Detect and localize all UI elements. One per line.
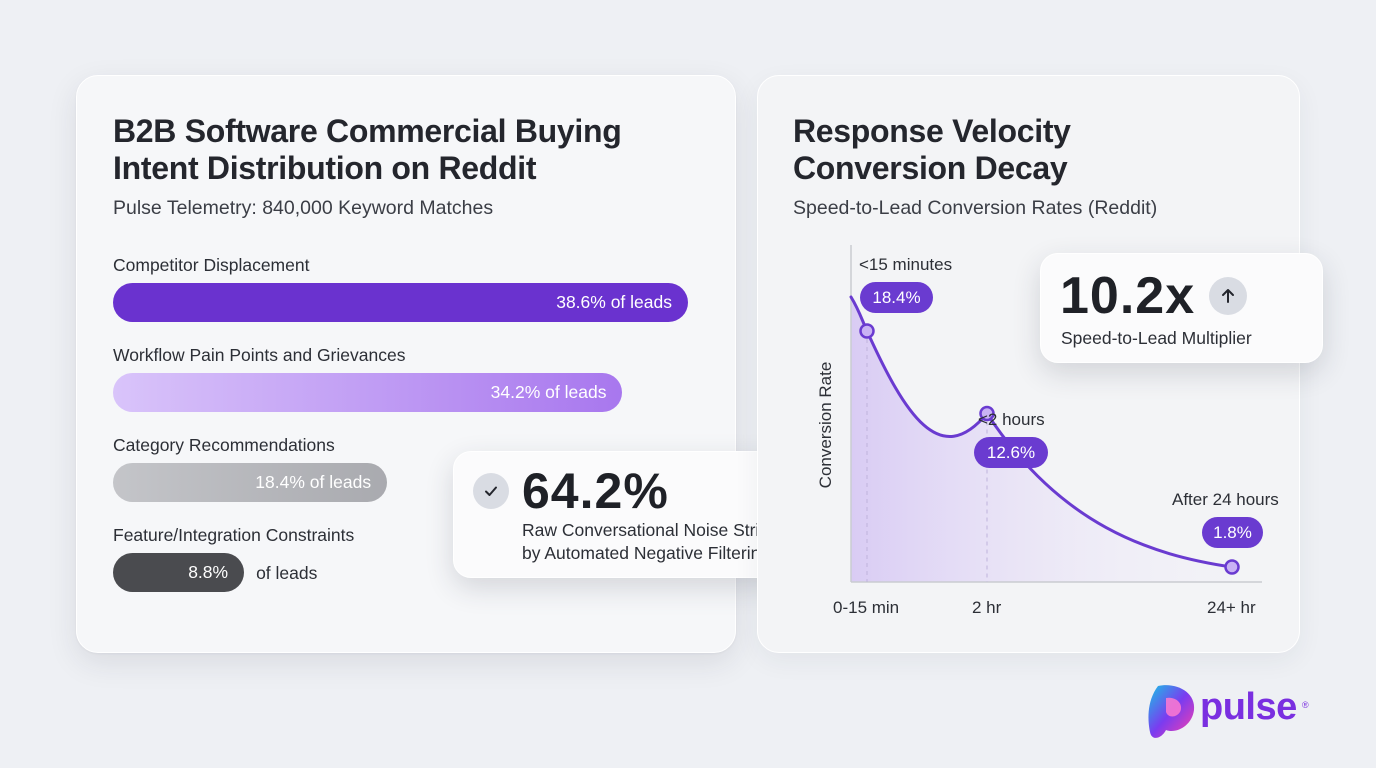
pulse-logo-registered: ® [1302, 700, 1309, 710]
arrow-up-icon [1209, 277, 1247, 315]
multiplier-label: Speed-to-Lead Multiplier [1061, 328, 1252, 348]
chart-y-axis-label: Conversion Rate [816, 361, 835, 489]
bar-outside-label-feature-integration: of leads [256, 563, 318, 583]
point-value-24-hours: 1.8% [1202, 517, 1263, 548]
intent-title-line2: Intent Distribution on Reddit [113, 150, 537, 186]
noise-line2: by Automated Negative Filtering [522, 543, 771, 563]
noise-value: 64.2% [522, 463, 669, 519]
bar-value-category-recommendations: 18.4% of leads [255, 472, 372, 492]
x-tick-0-15-min: 0-15 min [833, 598, 900, 617]
point-value-2-hours: 12.6% [974, 437, 1048, 468]
point-label-2-hours: <2 hours [978, 410, 1045, 429]
check-icon [473, 473, 509, 509]
noise-filter-card [453, 451, 810, 578]
bar-label-feature-integration: Feature/Integration Constraints [113, 525, 355, 545]
point-label-15-minutes: <15 minutes [859, 255, 953, 274]
x-tick-2-hr: 2 hr [972, 598, 1002, 617]
point-label-24-hours: After 24 hours [1172, 490, 1279, 509]
bar-value-workflow-pain-points: 34.2% of leads [490, 382, 607, 402]
bar-workflow-pain-points: 34.2% of leads [113, 373, 623, 412]
intent-title-line1: B2B Software Commercial Buying [113, 113, 622, 149]
point-value-15-minutes: 18.4% [860, 282, 933, 313]
bar-value-feature-integration: 8.8% [188, 562, 229, 582]
pulse-logo-text: pulse [1200, 686, 1297, 728]
bar-value-competitor-displacement: 38.6% of leads [556, 292, 672, 312]
bar-label-category-recommendations: Category Recommendations [113, 435, 335, 455]
bar-competitor-displacement: 38.6% of leads [113, 283, 688, 322]
decay-title-line2: Conversion Decay [793, 150, 1068, 186]
decay-subtitle: Speed-to-Lead Conversion Rates (Reddit) [793, 197, 1158, 219]
multiplier-value: 10.2x [1060, 267, 1196, 325]
decay-title-line1: Response Velocity [793, 113, 1071, 149]
bar-label-competitor-displacement: Competitor Displacement [113, 255, 310, 275]
bar-label-workflow-pain-points: Workflow Pain Points and Grievances [113, 345, 406, 365]
pulse-logo-icon [1148, 685, 1195, 738]
bar-category-recommendations: 18.4% of leads [113, 463, 388, 502]
multiplier-card [1040, 253, 1323, 363]
noise-line1: Raw Conversational Noise Stripped [522, 520, 799, 540]
bar-feature-integration: 8.8% [113, 553, 245, 592]
x-tick-24-hr: 24+ hr [1207, 598, 1256, 617]
intent-subtitle: Pulse Telemetry: 840,000 Keyword Matches [113, 197, 494, 219]
